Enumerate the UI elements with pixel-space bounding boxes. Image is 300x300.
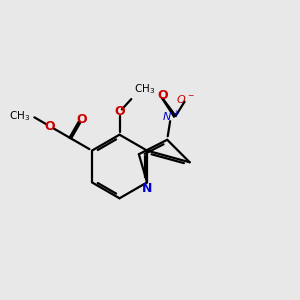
Text: $O^-$: $O^-$ [176,93,194,105]
Text: CH$_3$: CH$_3$ [9,109,30,123]
Text: O: O [114,105,125,118]
Text: CH$_3$: CH$_3$ [134,82,155,96]
Text: O: O [158,89,168,102]
Text: N: N [142,182,152,195]
Text: O: O [45,120,56,133]
Text: $N^+$: $N^+$ [162,108,180,124]
Text: O: O [77,113,87,126]
